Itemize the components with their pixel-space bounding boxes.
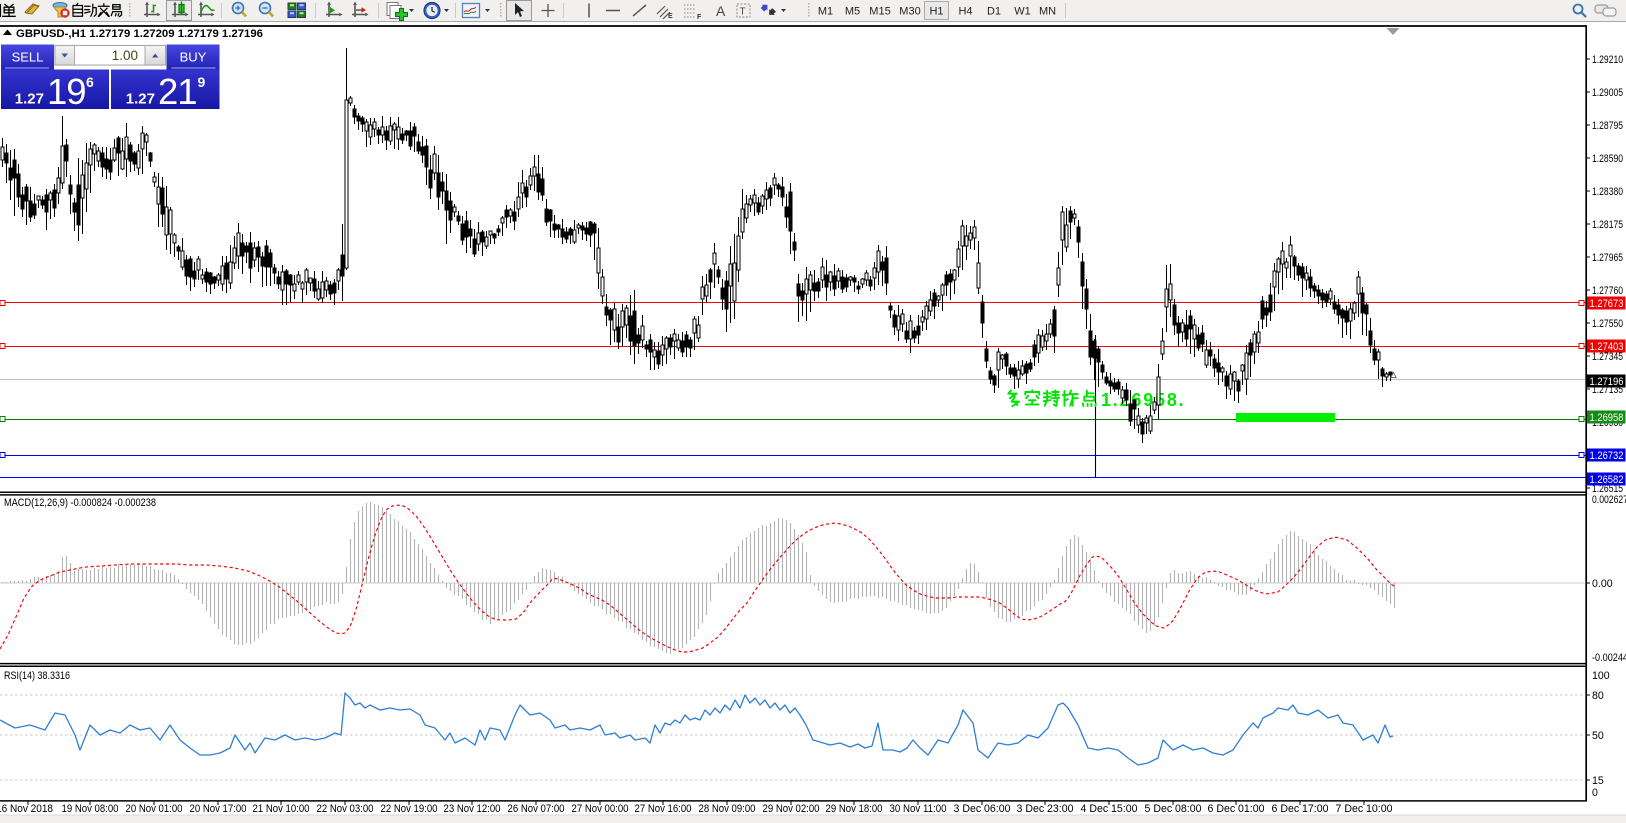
svg-text:D1: D1 — [987, 6, 1001, 18]
svg-text:1.28590: 1.28590 — [1592, 153, 1623, 165]
svg-text:1.27550: 1.27550 — [1592, 318, 1623, 330]
svg-text:RSI(14) 38.3316: RSI(14) 38.3316 — [4, 670, 70, 682]
svg-text:22 Nov 19:00: 22 Nov 19:00 — [381, 803, 438, 815]
svg-text:T: T — [740, 7, 746, 18]
svg-text:23 Nov 12:00: 23 Nov 12:00 — [444, 803, 501, 815]
svg-text:0.002627: 0.002627 — [1592, 494, 1626, 506]
svg-text:0: 0 — [1592, 787, 1598, 799]
svg-text:9: 9 — [198, 74, 206, 90]
svg-text:1.27: 1.27 — [126, 91, 155, 108]
svg-text:F: F — [697, 14, 702, 21]
svg-text:100: 100 — [1592, 670, 1610, 682]
svg-text:A: A — [716, 3, 726, 19]
svg-text:16 Nov 2018: 16 Nov 2018 — [0, 803, 53, 815]
svg-text:80: 80 — [1592, 690, 1604, 702]
svg-text:6 Dec 17:00: 6 Dec 17:00 — [1272, 803, 1329, 815]
svg-text:SELL: SELL — [12, 50, 44, 65]
svg-text:W1: W1 — [1014, 6, 1031, 18]
svg-text:21: 21 — [158, 71, 197, 112]
svg-text:6 Dec 01:00: 6 Dec 01:00 — [1208, 803, 1265, 815]
svg-text:-0.00244: -0.00244 — [1592, 652, 1626, 664]
svg-text:M30: M30 — [899, 6, 920, 18]
svg-text:21 Nov 10:00: 21 Nov 10:00 — [253, 803, 310, 815]
svg-text:GBPUSD-,H1 1.27179 1.27209 1.: GBPUSD-,H1 1.27179 1.27209 1.27179 1.271… — [16, 28, 263, 40]
svg-text:1.26958: 1.26958 — [1590, 412, 1624, 424]
svg-text:7 Dec 10:00: 7 Dec 10:00 — [1336, 803, 1393, 815]
svg-text:H1: H1 — [929, 6, 943, 18]
svg-text:M5: M5 — [845, 6, 860, 18]
svg-text:27 Nov 00:00: 27 Nov 00:00 — [572, 803, 629, 815]
svg-text:MN: MN — [1039, 6, 1056, 18]
svg-text:M15: M15 — [869, 6, 890, 18]
svg-text:MACD(12,26,9) -0.000824 -0.000: MACD(12,26,9) -0.000824 -0.000238 — [4, 497, 156, 509]
svg-text:1.29005: 1.29005 — [1592, 87, 1623, 99]
svg-text:3 Dec 23:00: 3 Dec 23:00 — [1017, 803, 1074, 815]
svg-text:19 Nov 08:00: 19 Nov 08:00 — [62, 803, 119, 815]
svg-text:1.27965: 1.27965 — [1592, 252, 1623, 264]
svg-text:1.28175: 1.28175 — [1592, 219, 1623, 231]
svg-text:1.28795: 1.28795 — [1592, 120, 1623, 132]
svg-text:30 Nov 11:00: 30 Nov 11:00 — [890, 803, 947, 815]
svg-text:4 Dec 15:00: 4 Dec 15:00 — [1081, 803, 1138, 815]
svg-text:29 Nov 18:00: 29 Nov 18:00 — [826, 803, 883, 815]
svg-text:20 Nov 17:00: 20 Nov 17:00 — [190, 803, 247, 815]
svg-text:6: 6 — [86, 74, 94, 90]
svg-text:20 Nov 01:00: 20 Nov 01:00 — [126, 803, 183, 815]
svg-text:1.00: 1.00 — [112, 48, 138, 63]
svg-text:E: E — [668, 13, 673, 20]
svg-text:19: 19 — [47, 71, 86, 112]
svg-text:0.00: 0.00 — [1592, 578, 1613, 590]
svg-text:29 Nov 02:00: 29 Nov 02:00 — [763, 803, 820, 815]
svg-text:50: 50 — [1592, 730, 1604, 742]
svg-text:1.27760: 1.27760 — [1592, 285, 1623, 297]
svg-text:1.28380: 1.28380 — [1592, 186, 1623, 198]
svg-text:1.27196: 1.27196 — [1590, 376, 1624, 388]
svg-text:1.29210: 1.29210 — [1592, 54, 1623, 66]
svg-text:1.27345: 1.27345 — [1592, 351, 1623, 363]
svg-text:1.26515: 1.26515 — [1592, 483, 1623, 495]
svg-text:1.26958.: 1.26958. — [1101, 390, 1185, 410]
svg-text:1.27403: 1.27403 — [1590, 341, 1624, 353]
svg-text:15: 15 — [1592, 775, 1604, 787]
svg-text:1.27673: 1.27673 — [1590, 298, 1624, 310]
svg-text:5 Dec 08:00: 5 Dec 08:00 — [1145, 803, 1202, 815]
svg-text:28 Nov 09:00: 28 Nov 09:00 — [699, 803, 756, 815]
svg-text:1.27: 1.27 — [15, 91, 44, 108]
svg-text:1.26582: 1.26582 — [1590, 474, 1624, 486]
svg-text:M1: M1 — [818, 6, 833, 18]
svg-text:H4: H4 — [958, 6, 972, 18]
svg-text:3 Dec 06:00: 3 Dec 06:00 — [954, 803, 1011, 815]
svg-text:BUY: BUY — [180, 50, 207, 65]
svg-text:22 Nov 03:00: 22 Nov 03:00 — [317, 803, 374, 815]
svg-text:26 Nov 07:00: 26 Nov 07:00 — [508, 803, 565, 815]
svg-text:27 Nov 16:00: 27 Nov 16:00 — [635, 803, 692, 815]
svg-text:1.26732: 1.26732 — [1590, 450, 1624, 462]
